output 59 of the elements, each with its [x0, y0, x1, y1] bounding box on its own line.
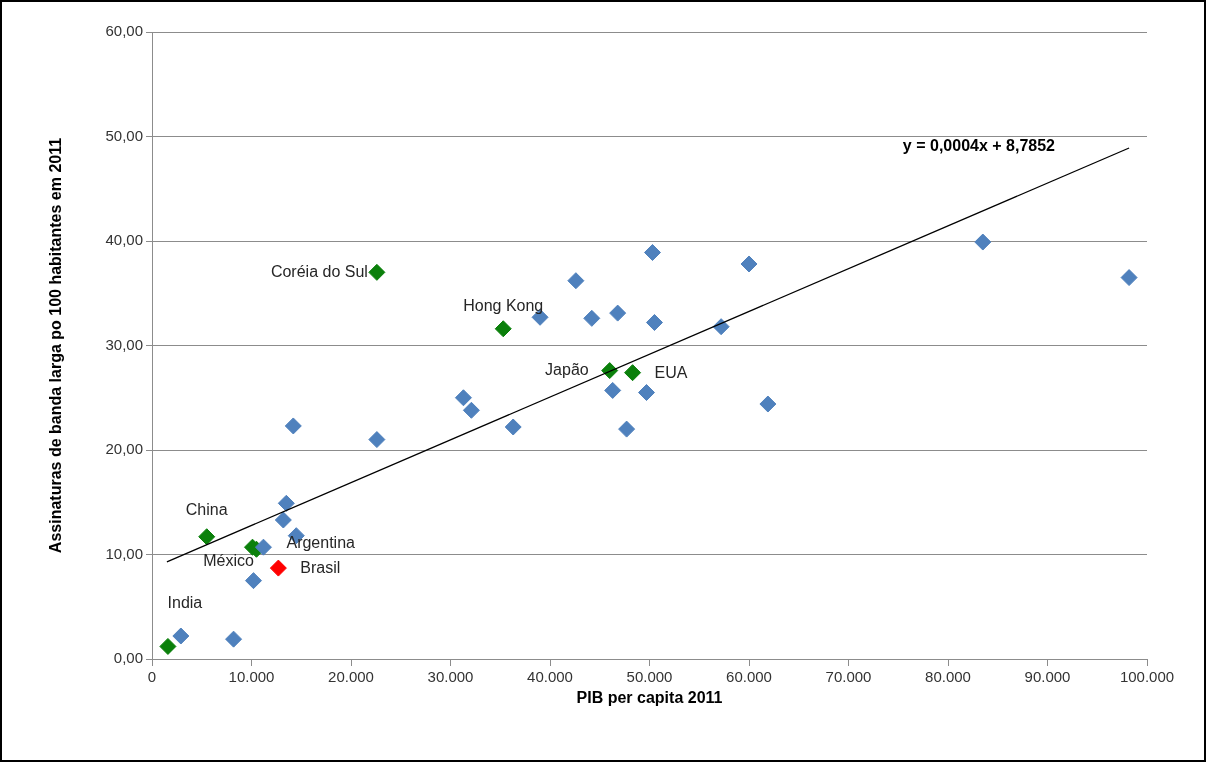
point	[624, 364, 642, 382]
y-tick-label: 40,00	[105, 231, 143, 249]
x-tick-label: 0	[147, 668, 157, 686]
point	[974, 233, 992, 251]
y-tick-label: 10,00	[105, 544, 143, 562]
y-axis-title: Assinaturas de banda larga po 100 habitantes em 2011	[47, 137, 65, 554]
x-axis-title: PIB per capita 2011	[576, 688, 723, 706]
x-tick-label: 50.000	[626, 668, 673, 686]
y-tick-label: 30,00	[105, 335, 143, 353]
x-tick-label: 90.000	[1024, 668, 1071, 686]
annotation: Hong Kong	[463, 297, 544, 315]
point	[645, 314, 663, 332]
annotation: Argentina	[286, 533, 356, 551]
point	[244, 572, 262, 590]
point	[740, 255, 758, 273]
annotation: EUA	[654, 364, 688, 382]
x-tick-label: 100.000	[1119, 668, 1175, 686]
annotation: Brasil	[300, 559, 341, 577]
y-tick-label: 20,00	[105, 440, 143, 458]
x-tick-label: 40.000	[527, 668, 573, 686]
annotation: Coréia do Sul	[270, 262, 368, 280]
point	[494, 320, 512, 338]
point	[567, 272, 585, 290]
point	[368, 263, 386, 281]
y-tick-label: 50,00	[105, 126, 143, 144]
y-tick-label: 0,00	[113, 649, 143, 667]
point	[454, 389, 472, 407]
annotation: India	[167, 593, 203, 611]
point	[368, 431, 386, 449]
point	[269, 559, 287, 577]
annotation: y = 0,0004x + 8,7852	[902, 137, 1056, 155]
x-tick-label: 30.000	[427, 668, 474, 686]
point	[277, 494, 295, 512]
point	[172, 627, 190, 645]
annotation: México	[203, 551, 254, 569]
x-tick-label: 20.000	[328, 668, 374, 686]
point	[225, 630, 243, 648]
point	[198, 528, 216, 546]
y-tick-label: 60,00	[105, 22, 143, 40]
point	[254, 538, 272, 556]
x-tick-label: 60.000	[726, 668, 772, 686]
point	[583, 309, 601, 327]
point	[1120, 269, 1138, 287]
annotation: Japão	[545, 360, 589, 378]
point	[643, 244, 661, 261]
point	[604, 381, 622, 399]
point	[759, 395, 777, 413]
x-tick-label: 10.000	[228, 668, 275, 686]
point	[284, 417, 302, 435]
point	[618, 420, 636, 438]
annotation: China	[185, 501, 228, 519]
x-tick-label: 70.000	[825, 668, 872, 686]
x-tick-label: 80.000	[925, 668, 971, 686]
point	[274, 511, 292, 529]
point	[462, 401, 480, 419]
point	[609, 304, 627, 322]
point	[159, 637, 177, 655]
point	[638, 384, 656, 402]
point	[504, 418, 522, 436]
